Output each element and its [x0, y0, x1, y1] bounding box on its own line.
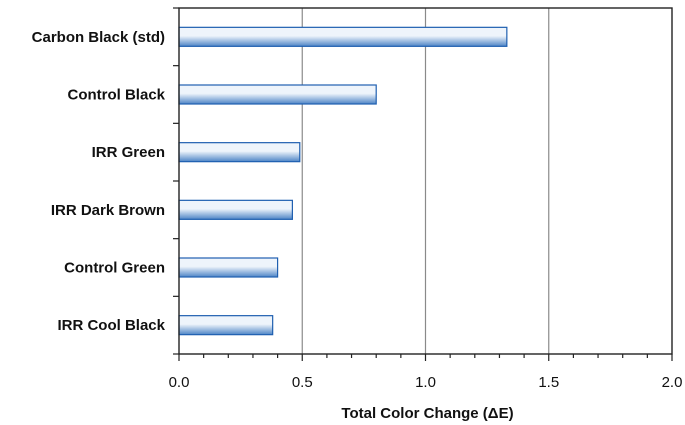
x-axis-title: Total Color Change (ΔE) — [341, 405, 513, 422]
x-tick-labels: 0.0 0.5 1.0 1.5 2.0 — [169, 374, 683, 391]
category-label: Carbon Black (std) — [32, 29, 165, 46]
x-tick-label: 0.0 — [169, 374, 190, 391]
category-label: Control Black — [67, 87, 165, 104]
x-tick-label: 0.5 — [292, 374, 313, 391]
y-axis-ticks — [173, 7, 179, 355]
bar-carbon-black-std — [178, 26, 508, 47]
category-label: Control Green — [64, 260, 165, 277]
bar-irr-dark-brown — [178, 199, 293, 220]
bar-irr-cool-black — [178, 315, 274, 336]
bars — [178, 26, 508, 336]
x-axis-ticks — [178, 354, 673, 361]
bar-control-green — [178, 257, 279, 278]
x-tick-label: 2.0 — [662, 374, 683, 391]
category-label: IRR Cool Black — [57, 317, 165, 334]
bar-control-black — [178, 84, 377, 105]
x-tick-label: 1.0 — [415, 374, 436, 391]
category-label: IRR Dark Brown — [51, 202, 165, 219]
x-tick-label: 1.5 — [538, 374, 559, 391]
bar-irr-green — [178, 142, 301, 163]
category-label: IRR Green — [92, 144, 165, 161]
grid-lines — [301, 8, 550, 354]
category-labels: Carbon Black (std) Control Black IRR Green… — [32, 29, 166, 334]
